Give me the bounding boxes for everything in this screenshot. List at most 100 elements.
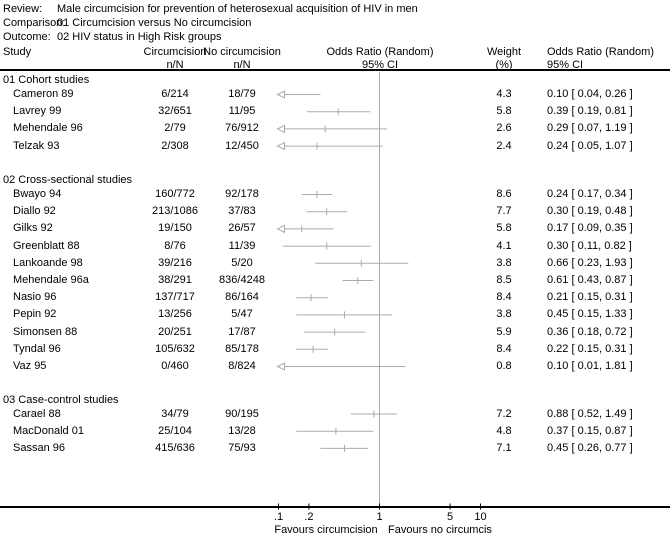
study-nocirc-nn: 26/57 [228,222,256,235]
section-label: 01 Cohort studies [3,73,90,86]
study-weight: 3.8 [496,308,512,321]
study-circ-nn: 213/1086 [152,205,198,218]
review-label: Review: [3,3,43,15]
study-weight: 0.8 [496,360,512,372]
study-weight: 4.8 [496,424,512,437]
col-header-circumcision: Circumcision [143,46,207,58]
study-name: Lavrey 99 [13,105,62,118]
col-header-or-plot-ci: 95% CI [361,59,399,71]
study-circ-nn: 19/150 [158,222,192,235]
col-header-nocircumcision: No circumcision [203,46,281,58]
study-nocirc-nn: 17/87 [228,325,256,338]
study-circ-nn: 25/104 [158,424,192,437]
study-circ-nn: 2/79 [164,122,186,135]
section-label: 02 Cross-sectional studies [3,174,133,186]
study-nocirc-nn: 75/93 [228,441,256,454]
outcome-title: 02 HIV status in High Risk groups [57,31,222,43]
study-name: Cameron 89 [13,88,74,100]
study-name: Simonsen 88 [13,325,78,338]
study-circ-nn: 415/636 [155,441,195,454]
study-nocirc-nn: 5/47 [231,308,253,321]
study-nocirc-nn: 85/178 [225,342,259,355]
study-weight: 7.2 [496,407,512,420]
study-nocirc-nn: 86/164 [225,291,259,304]
outcome-label: Outcome: [3,31,51,43]
study-nocirc-nn: 37/83 [228,205,256,218]
study-or-ci-text: 0.61 [ 0.43, 0.87 ] [547,274,633,286]
study-weight: 2.6 [496,122,512,135]
study-weight: 8.4 [496,342,512,355]
col-header-circumcision-nn: n/N [166,59,184,71]
col-header-or-value-ci: 95% CI [547,59,584,71]
study-name: Tyndal 96 [13,342,61,355]
clamp-arrow-left-icon [276,141,285,151]
study-weight: 5.9 [496,325,512,338]
study-circ-nn: 0/460 [161,360,189,372]
study-nocirc-nn: 11/39 [228,239,256,252]
study-circ-nn: 105/632 [155,342,195,355]
study-circ-nn: 39/216 [158,256,192,269]
col-header-weight-pct: (%) [495,59,513,71]
study-or-ci-text: 0.45 [ 0.26, 0.77 ] [547,441,633,454]
study-nocirc-nn: 5/20 [231,256,253,269]
col-header-or-plot: Odds Ratio (Random) [326,46,434,58]
study-circ-nn: 13/256 [158,308,192,321]
axis-baseline-rule [0,506,670,508]
axis-tick-label: 5 [447,511,454,523]
study-weight: 5.8 [496,105,512,118]
clamp-arrow-left-icon [276,124,285,134]
study-circ-nn: 34/79 [161,407,189,420]
study-nocirc-nn: 90/195 [225,407,259,420]
study-weight: 8.6 [496,188,512,200]
clamp-arrow-left-icon [276,224,285,234]
study-circ-nn: 160/772 [155,188,195,200]
study-name: Mehendale 96a [13,274,89,286]
study-circ-nn: 32/651 [158,105,192,118]
study-nocirc-nn: 11/95 [228,105,256,118]
study-or-ci-text: 0.10 [ 0.04, 0.26 ] [547,88,633,100]
axis-tick-label: 1 [376,511,383,523]
study-nocirc-nn: 76/912 [225,122,259,135]
study-or-ci-text: 0.45 [ 0.15, 1.33 ] [547,308,633,321]
study-or-ci-text: 0.37 [ 0.15, 0.87 ] [547,424,633,437]
study-or-ci-text: 0.29 [ 0.07, 1.19 ] [547,122,633,135]
favours-right-label: Favours no circumcis [388,524,492,536]
study-nocirc-nn: 13/28 [228,424,256,437]
study-name: Sassan 96 [13,441,65,454]
axis-tick-label: .1 [273,511,284,523]
section-label: 03 Case-control studies [3,394,119,406]
review-title: Male circumcision for prevention of hete… [57,3,418,15]
clamp-arrow-left-icon [276,362,285,371]
study-or-ci-text: 0.39 [ 0.19, 0.81 ] [547,105,633,118]
study-or-ci-text: 0.22 [ 0.15, 0.31 ] [547,342,633,355]
col-header-or-value: Odds Ratio (Random) [547,46,654,58]
axis-tick-label: .2 [304,511,314,523]
axis-tick-label: 10 [474,511,487,523]
study-name: Carael 88 [13,407,61,420]
study-name: Gilks 92 [13,222,53,235]
study-weight: 3.8 [496,256,512,269]
favours-left-label: Favours circumcision [274,524,378,536]
study-weight: 4.1 [496,239,512,252]
study-circ-nn: 137/717 [155,291,195,304]
study-or-ci-text: 0.88 [ 0.52, 1.49 ] [547,407,633,420]
study-nocirc-nn: 836/4248 [219,274,265,286]
study-weight: 2.4 [496,139,512,152]
study-name: Diallo 92 [13,205,56,218]
study-circ-nn: 20/251 [158,325,192,338]
study-nocirc-nn: 12/450 [225,139,259,152]
study-nocirc-nn: 8/824 [228,360,256,372]
study-or-ci-text: 0.30 [ 0.11, 0.82 ] [547,239,632,252]
comparison-label: Comparison: [3,17,66,29]
study-name: Mehendale 96 [13,122,83,135]
study-weight: 7.1 [496,441,512,454]
col-header-weight: Weight [486,46,522,58]
study-weight: 4.3 [496,88,512,100]
study-or-ci-text: 0.17 [ 0.09, 0.35 ] [547,222,633,235]
study-or-ci-text: 0.66 [ 0.23, 1.93 ] [547,256,633,269]
study-name: Lankoande 98 [13,256,83,269]
study-or-ci-text: 0.10 [ 0.01, 1.81 ] [547,360,633,372]
study-weight: 5.8 [496,222,512,235]
study-nocirc-nn: 18/79 [228,88,256,100]
